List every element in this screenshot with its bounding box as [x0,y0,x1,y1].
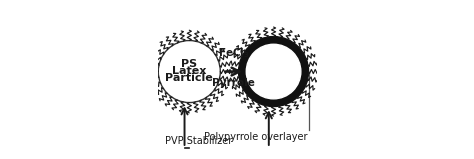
Text: Pyrrole: Pyrrole [212,79,255,88]
Circle shape [238,37,309,107]
Circle shape [158,41,220,103]
Text: PVP Stabilizer: PVP Stabilizer [165,136,232,146]
Text: Latex: Latex [172,66,207,76]
Text: FeCl$_3$: FeCl$_3$ [218,46,249,60]
Text: Polypyrrole overlayer: Polypyrrole overlayer [204,132,308,142]
Circle shape [246,44,301,99]
Text: PS: PS [181,59,197,69]
Text: Particle: Particle [165,73,213,83]
